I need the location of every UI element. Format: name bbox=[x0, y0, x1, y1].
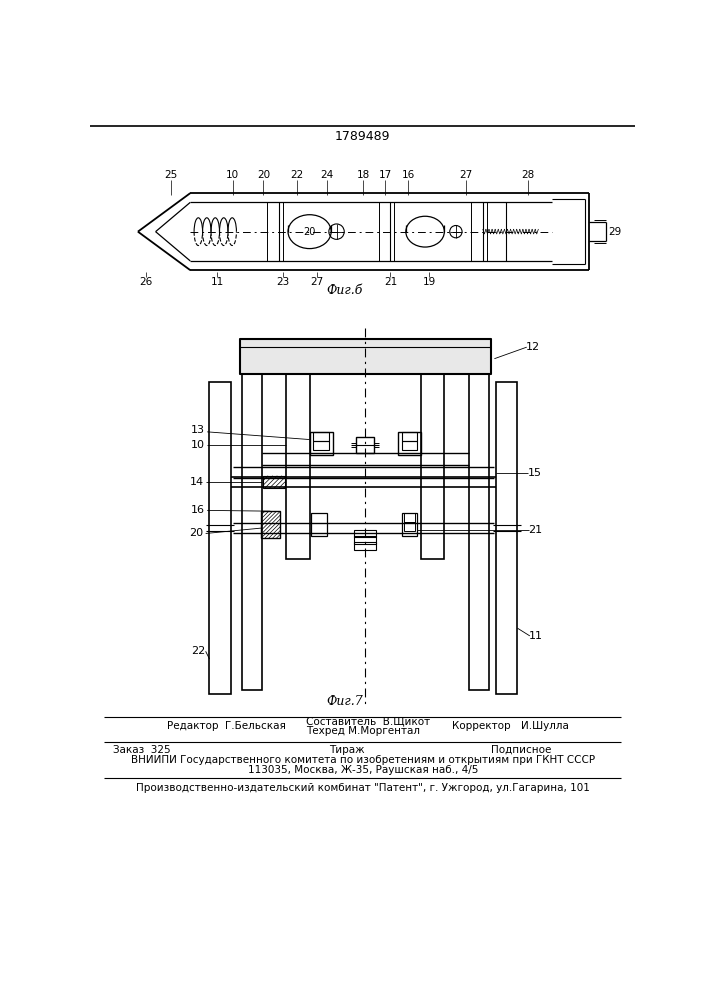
Text: И.Шулла: И.Шулла bbox=[521, 721, 569, 731]
Bar bbox=[354, 530, 376, 537]
Text: 10: 10 bbox=[191, 440, 205, 450]
Bar bbox=[313, 441, 329, 450]
Bar bbox=[472, 202, 486, 261]
Text: 25: 25 bbox=[164, 170, 177, 180]
Bar bbox=[267, 202, 283, 261]
Bar bbox=[421, 374, 444, 559]
Text: Фиг.7: Фиг.7 bbox=[326, 695, 363, 708]
Text: Составитель  В.Щикот: Составитель В.Щикот bbox=[305, 716, 430, 726]
Text: Фиг.б: Фиг.б bbox=[326, 284, 363, 297]
Text: 16: 16 bbox=[191, 505, 205, 515]
Text: 29: 29 bbox=[609, 227, 622, 237]
Text: 28: 28 bbox=[521, 170, 534, 180]
Text: 17: 17 bbox=[378, 170, 392, 180]
Text: 10: 10 bbox=[226, 170, 239, 180]
Bar bbox=[379, 202, 395, 261]
Text: Корректор: Корректор bbox=[452, 721, 510, 731]
Text: 16: 16 bbox=[402, 170, 415, 180]
Text: 113035, Москва, Ж-35, Раушская наб., 4/5: 113035, Москва, Ж-35, Раушская наб., 4/5 bbox=[247, 765, 478, 775]
Bar bbox=[313, 432, 329, 441]
Bar bbox=[402, 513, 417, 536]
Text: 20: 20 bbox=[189, 528, 204, 538]
Text: 18: 18 bbox=[357, 170, 370, 180]
Bar bbox=[354, 536, 376, 544]
Text: 12: 12 bbox=[526, 342, 540, 352]
Text: 27: 27 bbox=[310, 277, 324, 287]
Text: 22: 22 bbox=[191, 646, 205, 656]
Text: 26: 26 bbox=[139, 277, 152, 287]
Bar bbox=[261, 511, 281, 538]
Text: ВНИИПИ Государственного комитета по изобретениям и открытиям при ГКНТ СССР: ВНИИПИ Государственного комитета по изоб… bbox=[131, 755, 595, 765]
Text: 19: 19 bbox=[422, 277, 436, 287]
Bar bbox=[311, 513, 327, 536]
Bar bbox=[404, 513, 415, 522]
Text: 27: 27 bbox=[460, 170, 472, 180]
Bar bbox=[310, 432, 333, 455]
Text: 24: 24 bbox=[321, 170, 334, 180]
Bar bbox=[398, 432, 421, 455]
Bar bbox=[402, 432, 417, 441]
Text: Тираж: Тираж bbox=[329, 745, 365, 755]
Text: Техред М.Моргентал: Техред М.Моргентал bbox=[305, 726, 420, 736]
Bar bbox=[404, 522, 415, 531]
Text: Подписное: Подписное bbox=[491, 745, 551, 755]
Text: Заказ  325: Заказ 325 bbox=[113, 745, 171, 755]
Text: 23: 23 bbox=[276, 277, 289, 287]
Bar bbox=[496, 382, 518, 694]
Bar bbox=[242, 374, 262, 690]
Text: 20: 20 bbox=[257, 170, 270, 180]
Text: 22: 22 bbox=[290, 170, 303, 180]
Bar bbox=[209, 382, 231, 694]
Bar bbox=[356, 437, 374, 453]
Bar bbox=[354, 542, 376, 550]
Text: 15: 15 bbox=[527, 468, 542, 478]
Text: Производственно-издательский комбинат "Патент", г. Ужгород, ул.Гагарина, 101: Производственно-издательский комбинат "П… bbox=[136, 783, 590, 793]
Bar bbox=[240, 339, 491, 374]
Text: 20: 20 bbox=[303, 227, 316, 237]
Bar bbox=[264, 476, 285, 488]
Text: 21: 21 bbox=[528, 525, 542, 535]
Text: 13: 13 bbox=[191, 425, 205, 435]
Bar bbox=[402, 441, 417, 450]
Bar bbox=[286, 374, 310, 559]
Text: 1789489: 1789489 bbox=[335, 130, 390, 143]
Text: 21: 21 bbox=[384, 277, 397, 287]
Text: 11: 11 bbox=[211, 277, 224, 287]
Bar bbox=[469, 374, 489, 690]
Text: 14: 14 bbox=[189, 477, 204, 487]
Text: 11: 11 bbox=[529, 631, 543, 641]
Text: Редактор  Г.Бельская: Редактор Г.Бельская bbox=[167, 721, 286, 731]
